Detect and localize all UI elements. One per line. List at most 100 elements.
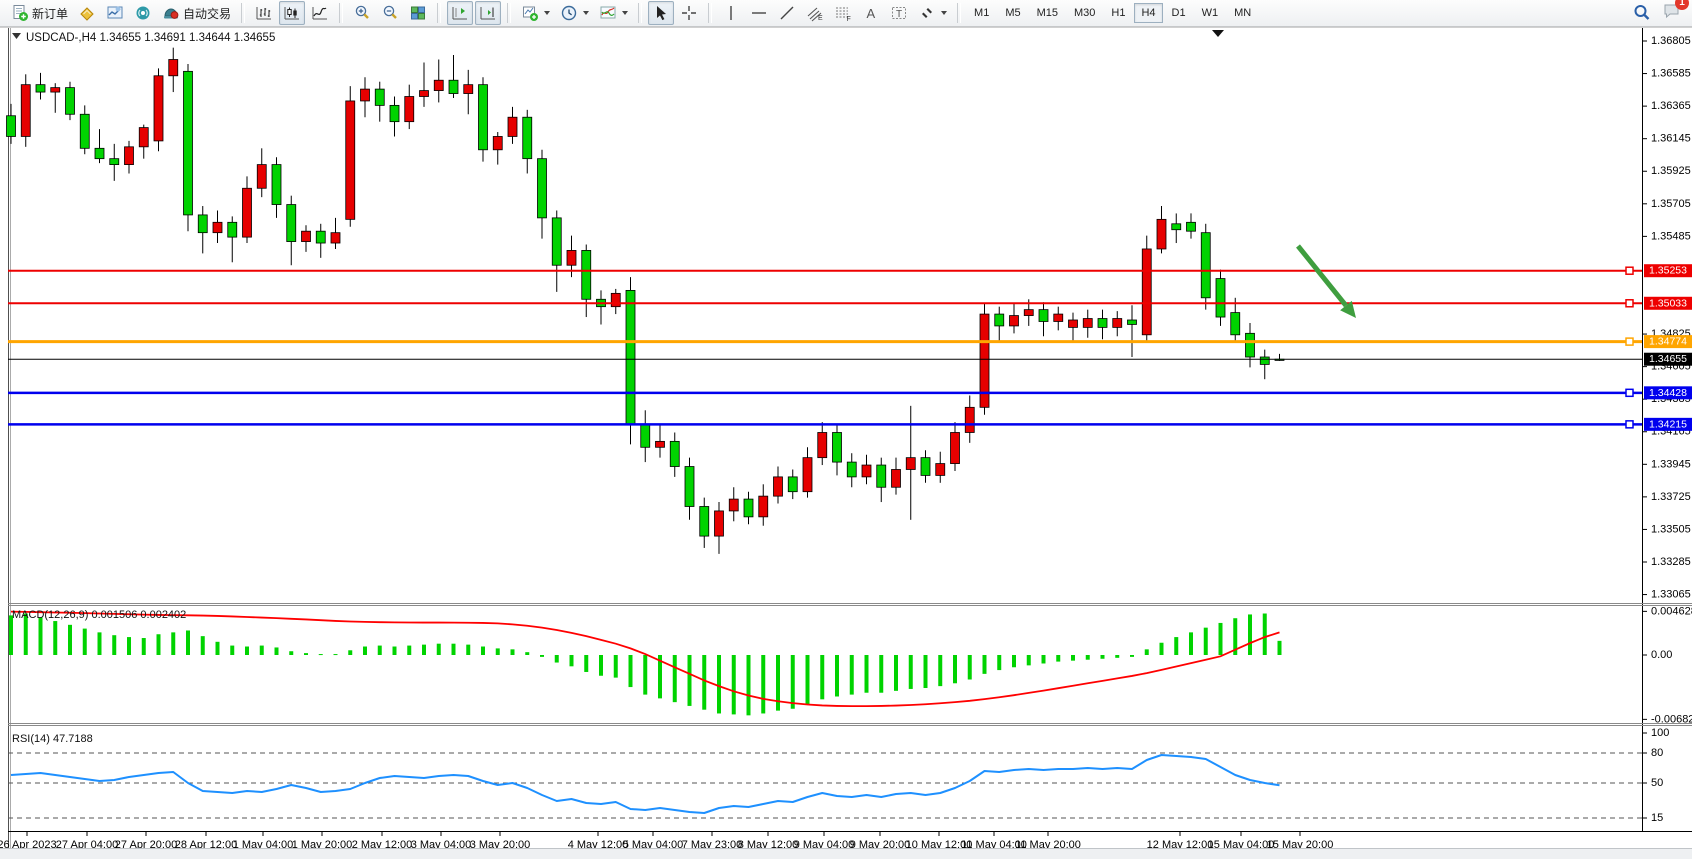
horizontal-lines-layer: 1.35253 1.35033 1.34774 1.34655 1.34428 1.342… xyxy=(8,264,1692,431)
text-tool-button[interactable]: A xyxy=(858,1,884,25)
candlestick xyxy=(271,157,282,218)
toolbar-separator xyxy=(708,3,713,23)
tab-timeframe-h4[interactable]: H4 xyxy=(1134,3,1163,23)
price-level-badge xyxy=(1644,386,1692,400)
candlestick xyxy=(1171,213,1182,244)
candlestick xyxy=(1274,353,1285,361)
candlestick xyxy=(1112,311,1123,337)
line-marker[interactable] xyxy=(1625,337,1634,346)
tab-timeframe-m1[interactable]: M1 xyxy=(974,7,990,19)
candlestick xyxy=(1127,305,1137,358)
rsi-axis-label: 80 xyxy=(1651,747,1663,759)
toolbar-right-group: 1 xyxy=(1632,0,1689,26)
signals-button[interactable] xyxy=(130,1,156,25)
candle-body xyxy=(537,158,547,219)
period-icon xyxy=(561,5,577,21)
candle-body xyxy=(315,230,326,244)
tab-timeframe-w1[interactable]: W1 xyxy=(1201,7,1219,19)
search-icon[interactable] xyxy=(1632,3,1652,23)
tab-timeframe-m30[interactable]: M30 xyxy=(1074,7,1096,19)
new-order-button[interactable]: 新订单 xyxy=(7,1,72,25)
macd-histogram-bar xyxy=(53,621,58,655)
line-marker[interactable] xyxy=(1625,266,1634,275)
chart-shift-button[interactable] xyxy=(447,1,474,25)
candlestick xyxy=(109,143,120,181)
crosshair-button[interactable] xyxy=(676,1,702,25)
candle-body xyxy=(256,164,267,189)
tab-timeframe-d1[interactable]: D1 xyxy=(1171,7,1186,19)
tab-timeframe-m5[interactable]: M5 xyxy=(1005,7,1021,19)
candlestick xyxy=(1259,349,1270,380)
trendline-button[interactable] xyxy=(774,1,800,25)
auto-scroll-icon xyxy=(480,7,496,20)
candle-body xyxy=(714,510,724,537)
candlestick xyxy=(478,77,488,162)
macd-histogram-bar xyxy=(982,655,987,674)
cursor-button[interactable] xyxy=(648,1,675,25)
macd-histogram-bar xyxy=(599,655,603,676)
macd-histogram-bar xyxy=(938,655,943,687)
horizontal-line-button[interactable] xyxy=(746,1,772,25)
equidistant-channel-button[interactable]: E xyxy=(802,1,828,25)
candle-body xyxy=(1141,248,1152,336)
chart-window-button[interactable] xyxy=(102,1,128,25)
macd-histogram-bar xyxy=(363,646,367,655)
bar-chart-button[interactable] xyxy=(251,1,277,25)
candlestick xyxy=(994,306,1005,343)
candlestick xyxy=(50,83,61,113)
price-tick-label: 1.35925 xyxy=(1651,165,1691,177)
candlestick xyxy=(330,217,341,249)
label-tool-button[interactable]: T xyxy=(886,1,912,25)
trend-arrow[interactable] xyxy=(1296,244,1348,308)
trend-arrow-head[interactable] xyxy=(1340,300,1356,318)
arrows-tool-button[interactable] xyxy=(914,1,951,25)
candle-body xyxy=(1038,309,1049,322)
macd-histogram-bar xyxy=(746,655,751,716)
candle-body xyxy=(1082,318,1093,328)
tile-windows-button[interactable] xyxy=(405,1,431,25)
price-level-badge-label: 1.34215 xyxy=(1649,418,1687,430)
indicators-button[interactable] xyxy=(595,1,632,25)
macd-histogram-bar xyxy=(466,644,471,655)
macd-histogram-bar xyxy=(525,652,530,655)
line-chart-button[interactable] xyxy=(307,1,333,25)
price-level-badge-label: 1.35253 xyxy=(1649,265,1687,277)
macd-histogram-bar xyxy=(1041,655,1046,664)
tab-timeframe-m15[interactable]: M15 xyxy=(1036,7,1058,19)
candlestick xyxy=(360,77,370,118)
macd-histogram-bar xyxy=(776,655,780,711)
zoom-out-button[interactable] xyxy=(377,1,403,25)
macd-histogram-bar xyxy=(761,655,766,714)
tab-timeframe-h1[interactable]: H1 xyxy=(1111,7,1126,19)
period-button[interactable] xyxy=(556,1,593,25)
macd-histogram-bar xyxy=(186,630,190,655)
line-marker[interactable] xyxy=(1625,420,1634,429)
vertical-line-button[interactable] xyxy=(718,1,744,25)
fibonacci-button[interactable]: F xyxy=(830,1,856,25)
candlestick xyxy=(315,223,326,258)
candle-body xyxy=(787,476,798,493)
candlestick xyxy=(861,454,872,485)
notifications-button[interactable]: 1 xyxy=(1662,0,1689,26)
candlestick-chart-button[interactable] xyxy=(279,1,306,25)
market-watch-button[interactable] xyxy=(74,1,100,25)
chart-frame xyxy=(0,27,1692,848)
auto-trading-button[interactable]: 自动交易 xyxy=(158,1,235,25)
candle-body xyxy=(891,469,901,488)
candle-body xyxy=(1200,232,1211,299)
line-marker[interactable] xyxy=(1625,299,1634,308)
symbol-collapse-icon[interactable] xyxy=(12,33,21,39)
auto-trading-icon xyxy=(164,8,179,19)
chart-shift-marker-icon[interactable] xyxy=(1212,30,1224,37)
candlestick xyxy=(1068,312,1078,343)
line-marker[interactable] xyxy=(1625,388,1634,398)
macd-histogram-bar xyxy=(554,655,559,663)
indicators-icon xyxy=(600,6,616,19)
tab-timeframe-mn[interactable]: MN xyxy=(1234,7,1252,19)
auto-scroll-button[interactable] xyxy=(475,1,502,25)
macd-histogram-bar xyxy=(451,643,456,655)
candlestick xyxy=(743,491,754,525)
new-chart-button[interactable] xyxy=(517,1,554,25)
zoom-in-button[interactable] xyxy=(349,1,375,25)
